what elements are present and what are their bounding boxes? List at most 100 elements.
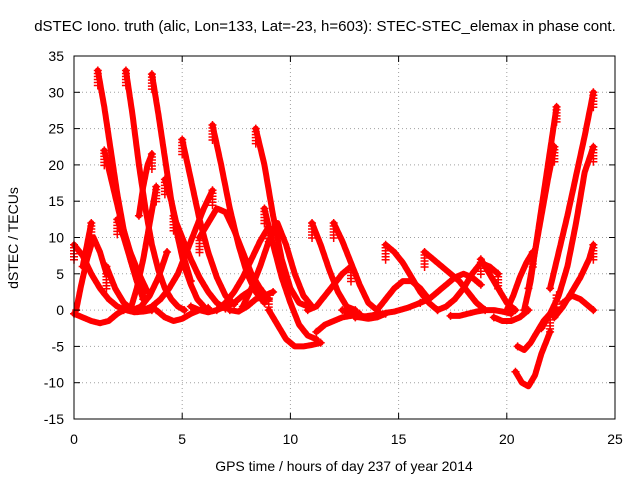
data-point-arc-9 — [121, 81, 130, 90]
series-track-arc-32 — [352, 299, 424, 321]
data-point-arc-7 — [163, 248, 172, 257]
series-track-arc-28 — [304, 263, 354, 314]
series-track-arc-20 — [196, 205, 272, 303]
y-axis-label: dSTEC / TECUs — [5, 187, 21, 289]
series-track-arc-17 — [179, 136, 238, 308]
data-point-arc-15 — [160, 190, 169, 199]
data-point-arc-37 — [433, 306, 442, 315]
x-tick-label: 25 — [607, 431, 623, 447]
data-point-arc-36 — [420, 263, 429, 272]
data-point-arc-22 — [269, 287, 278, 296]
data-point-arc-48 — [550, 313, 559, 322]
data-point-arc-11 — [147, 165, 156, 174]
data-point-arc-13 — [139, 306, 148, 315]
data-point-arc-4 — [87, 233, 96, 242]
x-tick-label: 10 — [283, 431, 299, 447]
series-track-arc-45 — [525, 143, 558, 292]
data-point-arc-35 — [416, 298, 425, 307]
data-point-arc-39 — [476, 270, 485, 279]
y-tick-label: 15 — [48, 193, 64, 209]
data-point-arc-31 — [338, 306, 347, 315]
data-point-arc-18 — [186, 302, 195, 311]
series-track-arc-34 — [374, 278, 432, 314]
data-point-arc-46 — [589, 157, 598, 166]
data-point-arc-49 — [559, 298, 568, 307]
data-point-arc-34 — [372, 306, 381, 315]
y-tick-label: -5 — [52, 338, 65, 354]
data-point-arc-10 — [126, 306, 135, 315]
x-tick-label: 0 — [70, 431, 78, 447]
data-point-arc-8 — [139, 295, 148, 304]
data-point-arc-21 — [212, 306, 221, 315]
y-tick-label: 10 — [48, 230, 64, 246]
data-point-arc-42 — [511, 367, 520, 376]
data-point-arc-35 — [476, 280, 485, 289]
data-point-arc-17 — [178, 150, 187, 159]
y-tick-label: -15 — [44, 411, 64, 427]
series-track-arc-30 — [330, 220, 380, 314]
data-point-arc-26 — [264, 291, 273, 300]
series-track-arc-26 — [265, 307, 324, 350]
y-tick-label: 0 — [56, 302, 64, 318]
data-point-arc-43 — [513, 342, 522, 351]
series-track-arc-7 — [103, 249, 171, 314]
data-point-arc-8 — [113, 230, 122, 239]
data-point-arc-15 — [186, 277, 195, 286]
x-tick-label: 5 — [178, 431, 186, 447]
data-point-arc-25 — [260, 219, 269, 228]
data-point-arc-19 — [208, 135, 217, 144]
data-point-arc-45 — [524, 284, 533, 293]
series-track-arc-10 — [127, 183, 160, 314]
x-axis-label: GPS time / hours of day 237 of year 2014 — [215, 458, 473, 474]
y-tick-label: 5 — [56, 266, 64, 282]
data-point-arc-47 — [546, 284, 555, 293]
data-marks — [70, 66, 598, 390]
series-track-arc-49 — [560, 292, 597, 314]
data-point-arc-45 — [550, 157, 559, 166]
series-track-arc-24 — [239, 220, 315, 310]
series-track-arc-3 — [71, 307, 127, 327]
series-track-arc-2 — [73, 234, 110, 314]
y-tick-label: -10 — [44, 375, 64, 391]
series-track-arc-16 — [170, 212, 229, 312]
series-track-arc-25 — [261, 205, 320, 343]
axis-ticks — [73, 55, 616, 420]
data-point-arc-19 — [260, 298, 269, 307]
data-point-arc-11 — [134, 211, 143, 220]
series-track-arc-9 — [122, 67, 188, 314]
y-tick-label: 30 — [48, 84, 64, 100]
grid-lines — [74, 56, 615, 419]
data-point-arc-7 — [102, 262, 111, 271]
y-tick-label: 20 — [48, 157, 64, 173]
series-track-arc-41 — [503, 249, 536, 314]
data-point-arc-9 — [180, 306, 189, 315]
data-point-arc-5 — [93, 81, 102, 90]
data-point-arc-28 — [346, 277, 355, 286]
data-point-arc-24 — [238, 302, 247, 311]
data-point-arc-27 — [308, 233, 317, 242]
data-point-arc-30 — [329, 233, 338, 242]
data-point-arc-40 — [489, 313, 498, 322]
data-point-arc-10 — [152, 197, 161, 206]
data-point-arc-38 — [446, 311, 455, 320]
data-point-arc-13 — [208, 201, 217, 210]
data-point-arc-2 — [102, 284, 111, 293]
data-point-arc-44 — [520, 306, 529, 315]
series-track-arc-40 — [490, 307, 532, 324]
data-point-arc-28 — [303, 306, 312, 315]
data-point-arc-12 — [147, 85, 156, 94]
series-track-arc-47 — [547, 89, 597, 292]
data-point-arc-16 — [169, 226, 178, 235]
data-point-arc-33 — [381, 255, 390, 264]
series-track-arc-21 — [213, 223, 272, 314]
data-point-arc-32 — [351, 313, 360, 322]
data-point-arc-41 — [502, 306, 511, 315]
data-point-arc-39 — [511, 306, 520, 315]
data-point-arc-6 — [100, 161, 109, 170]
x-tick-label: 20 — [499, 431, 515, 447]
data-point-arc-29 — [312, 327, 321, 336]
chart-title: dSTEC Iono. truth (alic, Lon=133, Lat=-2… — [34, 18, 616, 35]
data-point-arc-20 — [195, 248, 204, 257]
y-tick-label: 25 — [48, 121, 64, 137]
